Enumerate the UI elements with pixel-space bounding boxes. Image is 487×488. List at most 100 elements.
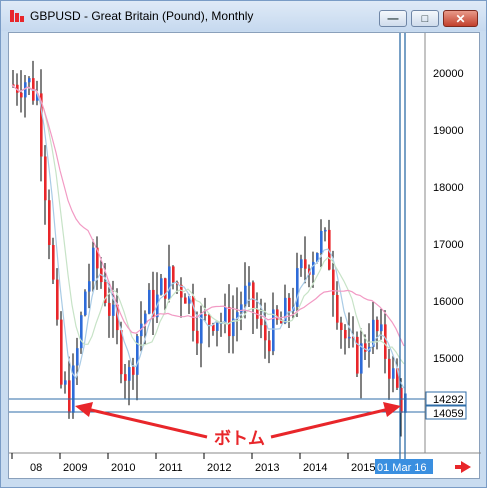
maximize-button[interactable]: □	[411, 10, 439, 27]
candle-body-25	[112, 304, 115, 316]
candle-body-64	[268, 340, 271, 352]
candle-body-31	[136, 336, 139, 375]
candle-body-96	[396, 368, 399, 388]
candle-body-39	[168, 266, 171, 299]
candle-body-53	[224, 307, 227, 323]
y-tick-20000: 20000	[433, 68, 464, 80]
candle-body-82	[340, 322, 343, 330]
candle-body-33	[144, 313, 147, 324]
candle-body-83	[344, 329, 347, 339]
candle-body-19	[88, 281, 91, 292]
candle-body-75	[312, 261, 315, 275]
close-button[interactable]: ✕	[443, 10, 478, 27]
candle-body-87	[360, 343, 363, 374]
candle-body-32	[140, 323, 143, 337]
candle-body-55	[232, 318, 235, 337]
ma-long-line	[11, 84, 405, 347]
price-tag-14292-box	[425, 391, 467, 406]
candle-body-60	[252, 282, 255, 310]
candle-body-8	[44, 156, 47, 201]
candle-body-40	[172, 266, 175, 283]
candle-body-48	[204, 314, 207, 316]
candle-body-2	[20, 92, 23, 98]
candle-body-10	[52, 245, 55, 280]
candle-body-62	[260, 318, 263, 326]
candle-body-72	[300, 259, 303, 269]
candle-body-14	[68, 380, 71, 413]
candle-body-43	[184, 297, 187, 304]
candle-body-6	[36, 93, 39, 101]
candle-body-68	[284, 297, 287, 324]
candle-body-7	[40, 93, 43, 157]
moving-averages-group	[11, 84, 405, 389]
candle-body-26	[116, 304, 119, 331]
price-chart[interactable]: 20000 19000 18000 17000 16000 15000 1429…	[9, 33, 481, 480]
scroll-right-arrow-icon[interactable]	[455, 461, 471, 473]
candle-body-57	[240, 304, 243, 313]
candle-body-88	[364, 343, 367, 352]
candle-body-0	[12, 84, 15, 86]
annotation-arrows	[75, 402, 401, 439]
candle-body-38	[164, 278, 167, 299]
ma-mid-line	[11, 84, 405, 365]
candles-group	[12, 60, 407, 437]
candle-body-11	[56, 279, 59, 320]
annotation-label: ボトム	[214, 429, 265, 448]
candle-body-51	[216, 323, 219, 331]
y-tick-16000: 16000	[433, 296, 464, 308]
price-tag-14059-box	[425, 405, 467, 420]
candle-body-90	[372, 319, 375, 347]
candle-body-34	[148, 289, 151, 314]
candle-body-95	[392, 368, 395, 379]
candle-body-77	[320, 230, 323, 254]
chart-app-icon	[10, 10, 24, 22]
candle-body-92	[380, 324, 383, 332]
x-tick-2012: 2012	[207, 462, 231, 474]
candle-body-59	[248, 282, 251, 286]
candle-body-21	[96, 247, 99, 269]
candle-body-20	[92, 247, 95, 282]
candle-body-54	[228, 307, 231, 337]
y-tick-17000: 17000	[433, 239, 464, 251]
candle-body-23	[104, 282, 107, 303]
x-tick-2015: 2015	[351, 462, 375, 474]
candle-body-69	[288, 297, 291, 312]
price-tag-14059: 14059	[433, 408, 464, 420]
candle-body-76	[316, 253, 319, 262]
candle-body-30	[132, 367, 135, 375]
candle-body-79	[328, 229, 331, 270]
x-tick-2011: 2011	[159, 462, 183, 474]
candle-body-46	[196, 330, 199, 344]
maximize-icon: □	[421, 12, 429, 25]
candle-body-80	[332, 269, 335, 295]
candle-body-29	[128, 367, 131, 381]
candle-body-66	[276, 309, 279, 320]
candle-body-35	[152, 289, 155, 318]
candle-body-9	[48, 200, 51, 246]
candle-body-81	[336, 294, 339, 323]
candle-body-84	[348, 336, 351, 339]
x-tick-2009: 2009	[63, 462, 87, 474]
minimize-button[interactable]: —	[379, 10, 407, 27]
candle-body-4	[28, 78, 31, 83]
candle-body-50	[212, 324, 215, 331]
candle-body-24	[108, 302, 111, 316]
candle-body-44	[188, 296, 191, 304]
title-bar[interactable]: GBPUSD - Great Britain (Pound), Monthly …	[1, 1, 486, 31]
y-tick-15000: 15000	[433, 353, 464, 365]
x-tick-2013: 2013	[255, 462, 279, 474]
ma-short-line	[11, 84, 405, 389]
candle-body-58	[244, 285, 247, 305]
close-icon: ✕	[455, 11, 466, 26]
candle-body-13	[64, 380, 67, 385]
minimize-icon: —	[387, 12, 399, 25]
candle-body-86	[356, 336, 359, 374]
chart-panel[interactable]: 20000 19000 18000 17000 16000 15000 1429…	[8, 32, 481, 480]
candle-body-73	[304, 259, 307, 269]
candle-body-65	[272, 309, 275, 352]
candle-body-1	[16, 84, 19, 93]
candle-body-71	[296, 268, 299, 307]
x-tick-2010: 2010	[111, 462, 135, 474]
y-tick-19000: 19000	[433, 125, 464, 137]
candle-body-18	[84, 291, 87, 316]
